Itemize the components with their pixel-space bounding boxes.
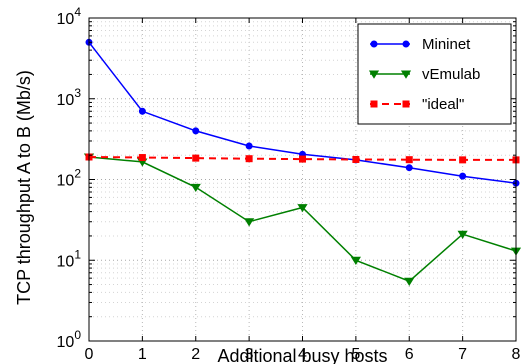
mininet-series [85,38,520,187]
legend: Mininet vEmulab "ideal" [357,23,512,125]
mininet-legend-marker [402,40,410,48]
y-tick-label: 101 [57,247,82,270]
y-tick-label: 103 [57,86,82,109]
x-tick-label: 3 [245,346,254,363]
x-tick-label: 4 [298,346,307,363]
axis-ticks: 0 1 2 3 4 5 6 7 8 100 101 102 103 104 [57,5,521,363]
mininet-data-point [459,172,467,180]
vemulab-legend-label: vEmulab [422,66,480,83]
ideal-data-point [459,156,467,164]
x-axis-label: Additional busy hosts [217,346,387,364]
x-tick-label: 8 [512,346,521,363]
vemulab-data-point [190,183,201,193]
ideal-legend-label: "ideal" [422,96,464,113]
x-tick-label: 0 [85,346,94,363]
mininet-legend-marker [370,40,378,48]
x-tick-label: 5 [351,346,360,363]
ideal-data-point [192,154,200,162]
ideal-data-point [405,156,413,164]
x-tick-label: 2 [191,346,200,363]
x-tick-label: 6 [405,346,414,363]
mininet-data-point [138,107,146,115]
y-axis-label: TCP throughput A to B (Mb/s) [14,70,34,305]
ideal-data-point [352,155,360,163]
vemulab-data-point [350,256,361,265]
mininet-legend-label: Mininet [422,36,471,53]
x-tick-label: 1 [138,346,147,363]
mininet-data-point [405,164,413,172]
y-tick-label: 104 [57,5,82,28]
vemulab-legend-marker [368,70,380,79]
x-tick-label: 7 [458,346,467,363]
vemulab-series [83,153,521,286]
vemulab-data-point [457,230,468,239]
vemulab-legend-marker [400,70,412,79]
series-layer [83,38,521,286]
mininet-data-point [192,127,200,135]
ideal-legend-marker [402,100,410,108]
ideal-data-point [245,155,253,163]
legend-box [357,23,512,125]
y-tick-label: 100 [57,328,82,351]
y-tick-label: 102 [57,167,82,190]
ideal-data-point [299,155,306,163]
vemulab-data-point [404,277,415,286]
ideal-legend-marker [370,100,378,108]
vemulab-data-point [297,204,308,213]
ideal-data-point [138,154,146,162]
vemulab-data-point [244,218,255,227]
mininet-data-point [245,142,253,150]
